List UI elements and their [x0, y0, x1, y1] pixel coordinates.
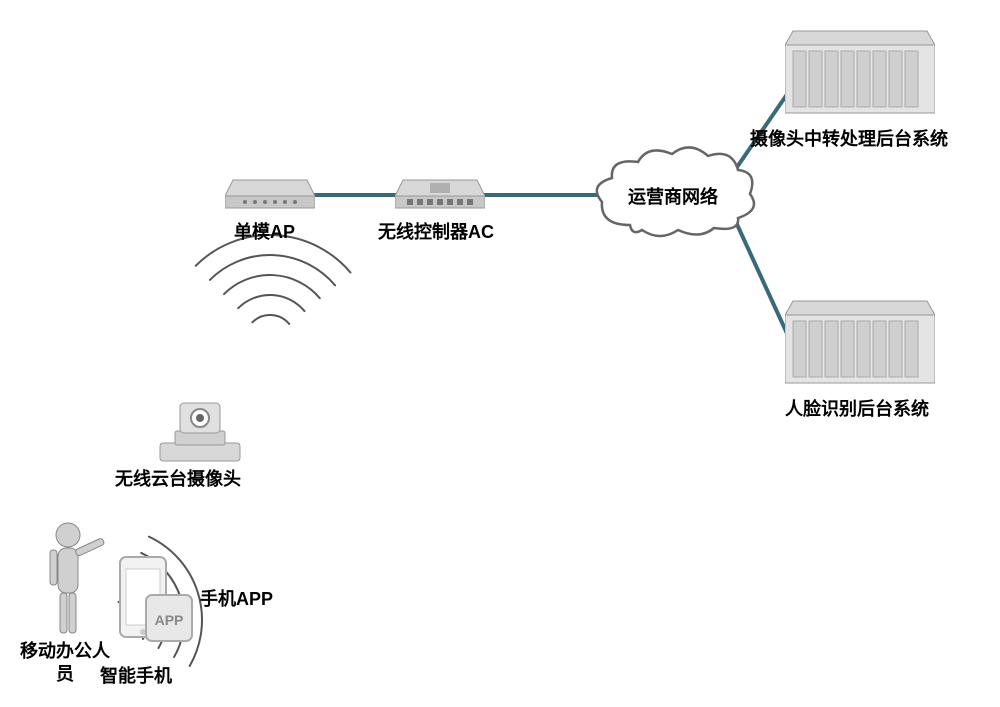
server-relay-icon: [785, 25, 935, 125]
ptz-camera-icon: [150, 395, 250, 470]
cloud-label: 运营商网络: [628, 183, 718, 209]
ac-label: 无线控制器AC: [378, 218, 494, 244]
svg-text:APP: APP: [155, 612, 184, 628]
server-relay-label: 摄像头中转处理后台系统: [750, 125, 948, 151]
phone-label: 智能手机: [100, 662, 172, 688]
person-icon: [40, 520, 110, 645]
diagram-canvas: APP: [0, 0, 1000, 707]
ap-label: 单模AP: [234, 218, 295, 244]
smartphone-icon: APP: [118, 555, 198, 660]
server-face-label: 人脸识别后台系统: [785, 395, 929, 421]
person-label: 移动办公人员: [20, 640, 110, 687]
server-face-icon: [785, 295, 935, 395]
ap-router-icon: [225, 170, 315, 217]
camera-label: 无线云台摄像头: [115, 465, 241, 491]
ac-controller-icon: [395, 170, 485, 217]
app-label: 手机APP: [200, 585, 273, 611]
